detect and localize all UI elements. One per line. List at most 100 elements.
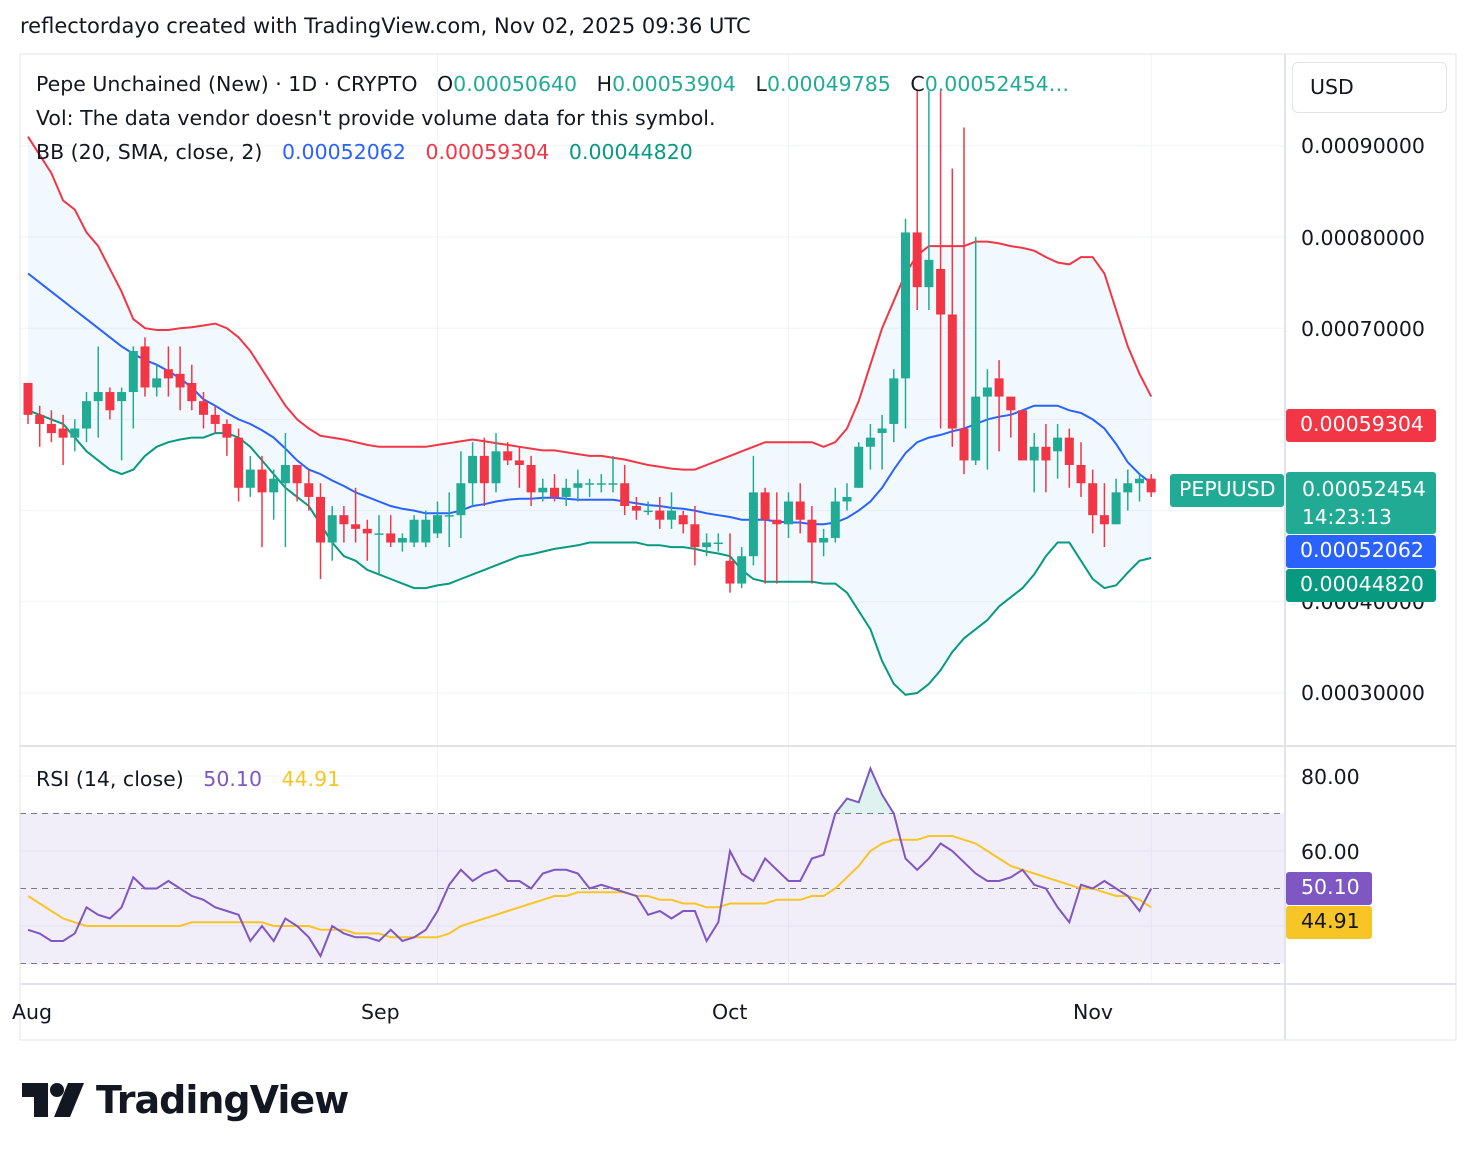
rsi-pane xyxy=(20,765,1285,964)
open-label: O xyxy=(437,72,454,96)
chart-header: reflectordayo created with TradingView.c… xyxy=(20,14,751,38)
candle-body xyxy=(468,455,478,484)
candle-body xyxy=(807,519,817,543)
rsi-overbought-fill xyxy=(835,768,894,814)
candle-body xyxy=(70,428,80,438)
candle-body xyxy=(292,465,302,484)
bb-legend[interactable]: BB (20, SMA, close, 2) 0.00052062 0.0005… xyxy=(36,140,693,164)
candle-body xyxy=(526,465,536,493)
bb-basis-tag: 0.00052062 xyxy=(1286,535,1436,568)
candle-body xyxy=(1088,483,1098,516)
candle-body xyxy=(1111,492,1121,525)
candle-body xyxy=(362,528,372,534)
candle-body xyxy=(117,392,127,402)
time-axis-label: Sep xyxy=(361,1000,400,1024)
candle-body xyxy=(573,483,583,488)
candle-body xyxy=(608,483,618,485)
candlesticks xyxy=(23,91,1156,593)
ohlc-legend: Pepe Unchained (New) · 1D · CRYPTO O0.00… xyxy=(36,72,1069,96)
candle-body xyxy=(1041,446,1051,461)
chart-frame xyxy=(19,53,1457,1041)
candle-body xyxy=(877,428,887,434)
candle-body xyxy=(222,423,232,438)
candle-body xyxy=(304,483,314,497)
tradingview-logo[interactable]: TradingView xyxy=(22,1078,349,1122)
candle-body xyxy=(514,460,524,465)
candle-body xyxy=(912,232,922,288)
bb-lower-line xyxy=(27,409,1152,696)
candle-body xyxy=(280,465,290,484)
tradingview-logo-icon xyxy=(22,1083,84,1117)
candle-body xyxy=(409,519,419,543)
candle-body xyxy=(631,506,641,511)
open-value: 0.00050640 xyxy=(453,72,578,96)
candle-body xyxy=(175,373,185,388)
candle-body xyxy=(561,487,571,497)
candle-body xyxy=(1076,465,1086,484)
rsi-label: RSI (14, close) xyxy=(36,767,184,791)
candle-body xyxy=(339,515,349,525)
candle-body xyxy=(901,232,910,379)
bb-label: BB (20, SMA, close, 2) xyxy=(36,140,263,164)
candle-body xyxy=(152,378,162,388)
last-price-value: 0.00052454 xyxy=(1302,477,1426,501)
volume-note: Vol: The data vendor doesn't provide vol… xyxy=(36,106,716,130)
candle-body xyxy=(105,392,115,411)
candle-body xyxy=(1029,446,1039,461)
candle-body xyxy=(128,351,138,393)
candle-body xyxy=(784,501,793,525)
candle-body xyxy=(643,510,653,513)
candle-body xyxy=(795,501,805,520)
candle-body xyxy=(23,382,33,415)
price-axis-label: 0.00090000 xyxy=(1301,134,1425,158)
chart-border xyxy=(19,53,1457,1041)
candle-body xyxy=(316,496,325,543)
candle-body xyxy=(889,378,899,424)
candle-body xyxy=(854,446,864,488)
candle-body xyxy=(538,487,548,493)
candle-body xyxy=(1064,437,1074,465)
candle-body xyxy=(667,510,676,520)
candle-body xyxy=(245,469,255,488)
rsi-legend[interactable]: RSI (14, close) 50.10 44.91 xyxy=(36,767,340,791)
candle-body xyxy=(760,492,770,520)
candle-body xyxy=(140,346,150,388)
symbol-line[interactable]: Pepe Unchained (New) · 1D · CRYPTO xyxy=(36,72,418,96)
price-axis-label: 0.00080000 xyxy=(1301,226,1425,250)
candle-body xyxy=(936,268,946,315)
candle-body xyxy=(690,524,700,548)
bar-countdown: 14:23:13 xyxy=(1302,505,1392,529)
last-price-tag: 0.00052454 14:23:13 xyxy=(1286,472,1436,534)
candle-body xyxy=(327,515,337,543)
candle-body xyxy=(35,414,45,424)
candle-body xyxy=(210,414,220,424)
time-axis-label: Oct xyxy=(712,1000,748,1024)
candle-body xyxy=(257,469,267,493)
tradingview-logo-text: TradingView xyxy=(96,1078,349,1122)
candle-body xyxy=(842,496,852,502)
candle-body xyxy=(982,387,992,397)
candle-body xyxy=(713,542,723,545)
symbol-tag: PEPUUSD xyxy=(1170,474,1284,507)
candle-body xyxy=(58,428,68,438)
candle-body xyxy=(456,483,466,516)
high-value: 0.00053904 xyxy=(612,72,736,96)
candle-body xyxy=(1146,478,1156,493)
rsi-ma-line xyxy=(27,835,1152,939)
price-axis-label: 0.00030000 xyxy=(1301,681,1425,705)
candle-body xyxy=(748,492,758,557)
rsi-axis-label: 60.00 xyxy=(1301,840,1360,864)
candle-body xyxy=(655,510,665,520)
candle-body xyxy=(1123,483,1133,493)
currency-selector[interactable]: USD xyxy=(1292,62,1447,113)
candle-body xyxy=(433,515,442,534)
candle-body xyxy=(772,519,782,525)
rsi-value: 50.10 xyxy=(203,767,262,791)
candle-body xyxy=(1099,515,1109,525)
price-axis-label: 0.00070000 xyxy=(1301,317,1425,341)
candle-body xyxy=(163,369,173,379)
candle-body xyxy=(924,259,934,288)
candle-body xyxy=(46,423,56,434)
candle-body xyxy=(830,501,840,538)
